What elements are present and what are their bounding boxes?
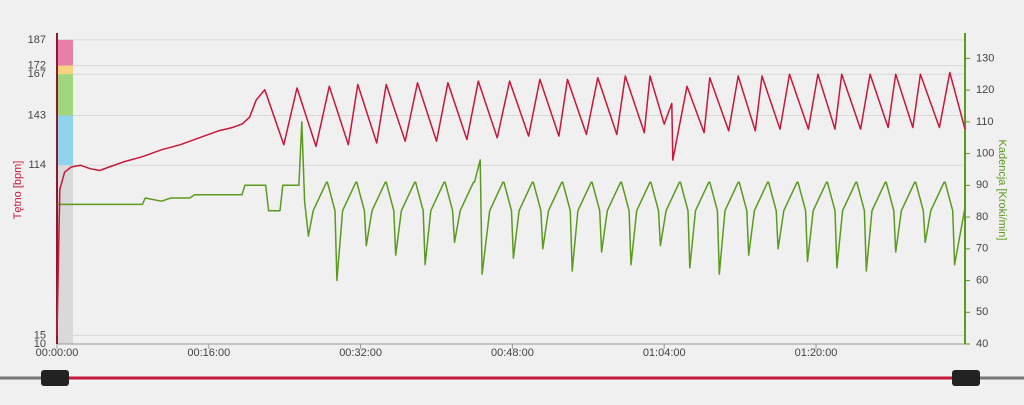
y2-axis-label: Kadencja [Kroki/min]	[996, 140, 1008, 241]
y-axis-label: Tętno [bpm]	[12, 161, 24, 220]
x-tick-label: 01:04:00	[643, 347, 686, 359]
y2-tick-label: 90	[976, 179, 988, 191]
y2-tick-label: 40	[976, 338, 988, 350]
y2-tick-label: 100	[976, 147, 994, 159]
y2-tick-label: 120	[976, 84, 994, 96]
x-tick-label: 00:48:00	[491, 347, 534, 359]
y2-tick-label: 70	[976, 243, 988, 255]
y2-tick-label: 60	[976, 274, 988, 286]
y2-tick-label: 50	[976, 306, 988, 318]
slider-handle-left[interactable]	[41, 370, 69, 386]
x-tick-label: 00:16:00	[187, 347, 230, 359]
y2-tick-label: 80	[976, 211, 988, 223]
data-line	[57, 121, 966, 282]
y-tick-label: 15	[34, 329, 46, 341]
hr-zone	[57, 165, 73, 344]
x-tick-label: 00:32:00	[339, 347, 382, 359]
x-tick-label: 01:20:00	[795, 347, 838, 359]
hr-zone	[57, 65, 73, 75]
y2-tick-label: 110	[976, 116, 994, 128]
y-tick-label: 172	[28, 60, 46, 72]
y-tick-label: 187	[28, 34, 46, 46]
hr-zone	[57, 74, 73, 116]
slider-handle-right[interactable]	[952, 370, 980, 386]
y-tick-label: 167	[28, 68, 46, 80]
hr-zone	[57, 115, 73, 166]
y-tick-label: 143	[28, 109, 46, 121]
y-tick-label: 10	[34, 338, 46, 350]
data-line	[56, 71, 966, 336]
y-tick-label: 114	[28, 159, 46, 171]
range-slider[interactable]	[0, 370, 1024, 386]
y2-tick-label: 130	[976, 52, 994, 64]
hr-zone	[57, 39, 73, 66]
x-tick-label: 00:00:00	[36, 347, 79, 359]
